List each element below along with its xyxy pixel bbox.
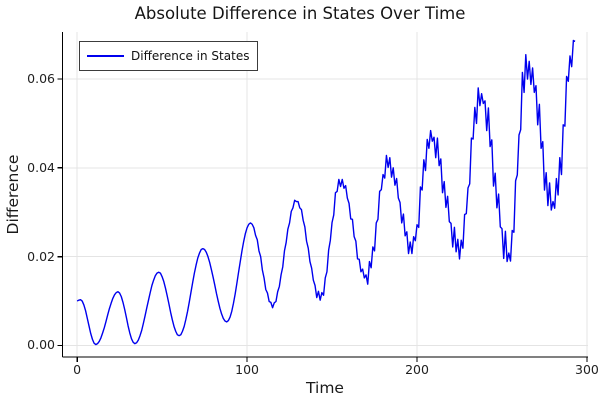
x-axis-label: Time [306, 379, 344, 397]
y-tick-label: 0.04 [27, 159, 55, 175]
legend-label: Difference in States [131, 49, 250, 63]
y-tick-label: 0.00 [27, 337, 55, 353]
x-tick-label: 300 [575, 362, 599, 377]
y-tick-label: 0.06 [27, 71, 55, 87]
y-tick-label: 0.02 [27, 248, 55, 264]
x-tick-label: 0 [73, 362, 82, 377]
series-line [76, 39, 576, 346]
chart-title: Absolute Difference in States Over Time [134, 4, 466, 23]
legend-line-sample [87, 55, 124, 57]
legend: Difference in States [79, 41, 258, 71]
x-tick-label: 200 [405, 362, 429, 377]
x-tick-label: 100 [235, 362, 259, 377]
